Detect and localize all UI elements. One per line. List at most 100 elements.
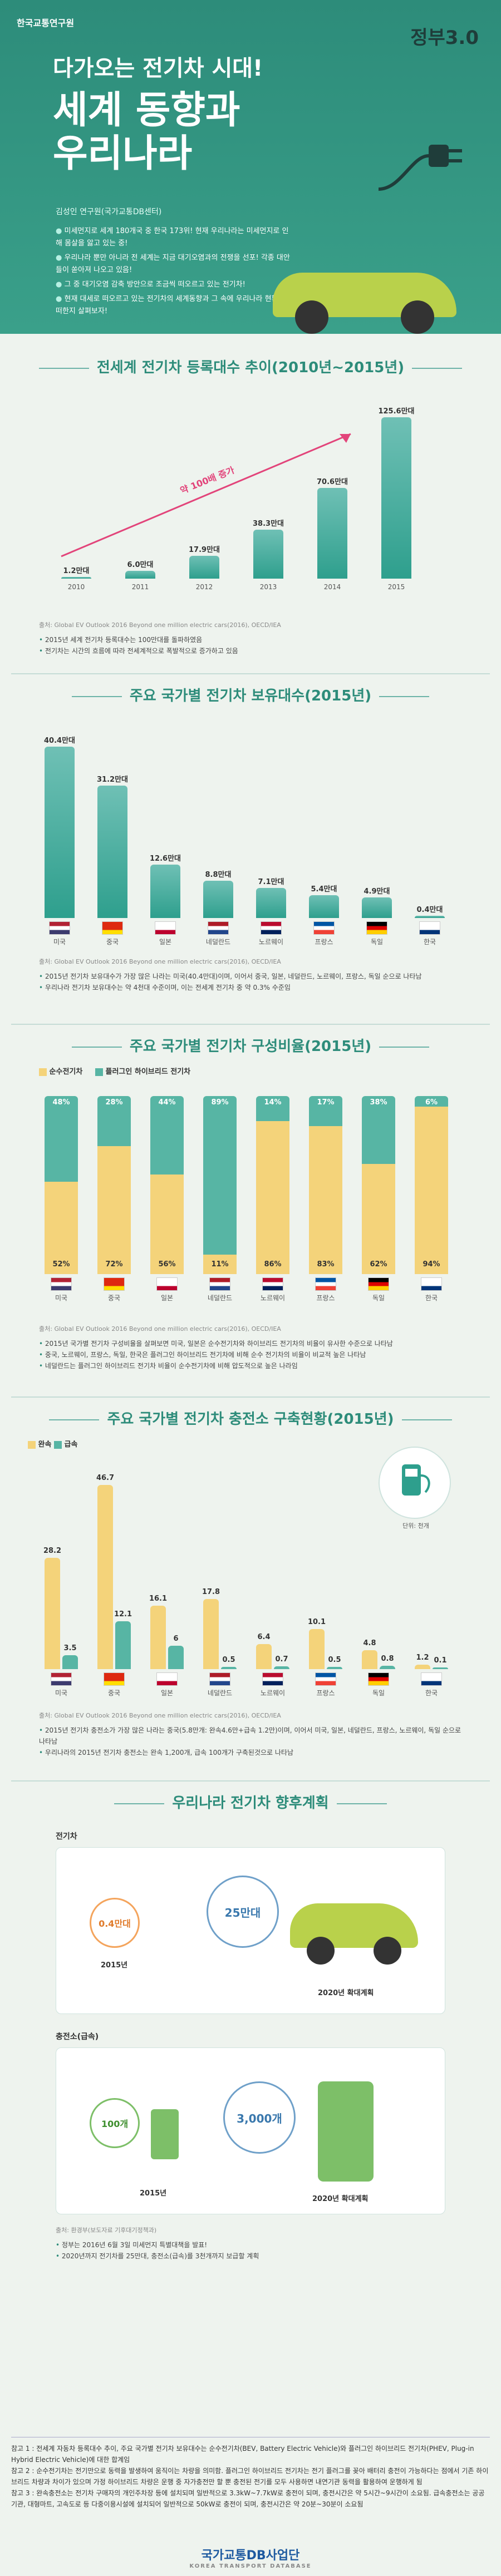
- bar-value-label: 40.4만대: [44, 737, 75, 746]
- ch-2015-value: 100개: [101, 2119, 129, 2129]
- flag-icon: [156, 1277, 178, 1291]
- x-tick-label: 노르웨이: [260, 1294, 286, 1302]
- brand-logo: 국가교통DB사업단 KOREA TRANSPORT DATABASE: [0, 2545, 501, 2569]
- note: 네덜란드는 플러그인 하이브리드 전기차 비율이 순수전기차에 비해 압도적으로…: [39, 1360, 462, 1371]
- bar-value-label: 0.5: [328, 1656, 341, 1665]
- bar-value-label: 70.6만대: [317, 478, 348, 487]
- flag-icon: [261, 921, 282, 935]
- ev-2020-year: 2020년 확대계획: [318, 1989, 374, 1997]
- bar: [256, 887, 286, 918]
- stacked-bar: 48% 52%: [45, 1096, 78, 1274]
- phev-segment: 44%: [150, 1096, 184, 1175]
- org-logo: 한국교통연구원: [17, 18, 75, 28]
- bar: [317, 488, 347, 579]
- ch-2015-year: 2015년: [140, 2189, 167, 2198]
- bar: [381, 417, 411, 579]
- bar: [362, 897, 392, 918]
- fast-charger-bar: [115, 1621, 131, 1669]
- gov-logo: 정부3.0: [410, 27, 479, 49]
- bar: [415, 916, 445, 918]
- notes: 2015년 국가별 전기차 구성비율을 살펴보면 미국, 일본은 순수전기차와 …: [39, 1338, 462, 1371]
- slow-charger-bar: [362, 1650, 377, 1669]
- charger-icon: [318, 2081, 374, 2182]
- author: 김성인 연구원(국가교통DB센터): [56, 208, 162, 216]
- x-tick-label: 네덜란드: [207, 1294, 233, 1302]
- divider: [11, 1396, 490, 1398]
- fast-charger-bar: [221, 1667, 237, 1669]
- flag-icon: [262, 1277, 283, 1291]
- x-tick-label: 2014: [323, 583, 341, 591]
- hero-bullet: 현재 대세로 떠오르고 있는 전기차의 세계동향과 그 속에 우리나라 현황은 …: [56, 293, 295, 318]
- ev-composition-chart: 48% 52% 미국 28% 72% 중국 44% 56% 일본 89% 11% 네덜란드 14% 86%…: [39, 1085, 462, 1319]
- note: 우리나라 전기차 보유대수는 약 4천대 수준이며, 이는 전세계 전기차 중 …: [39, 982, 462, 993]
- section-title: 주요 국가별 전기차 구성비율(2015년): [0, 1035, 501, 1055]
- x-tick-label: 한국: [425, 1689, 438, 1697]
- slow-charger-bar: [203, 1598, 219, 1669]
- x-tick-label: 독일: [372, 1689, 385, 1697]
- bar-value-label: 31.2만대: [97, 776, 128, 784]
- note: 2015년 세계 전기차 등록대수는 100만대를 돌파하였음: [39, 634, 462, 645]
- ev-plan-label: 전기차: [56, 1832, 77, 1841]
- bar: [309, 895, 339, 918]
- flag-icon: [155, 921, 176, 935]
- flag-icon: [209, 1672, 230, 1686]
- legend-swatch-fast: [53, 1440, 62, 1449]
- bar-value-label: 1.2: [416, 1653, 429, 1662]
- slow-charger-bar: [309, 1629, 325, 1669]
- bar-value-label: 38.3만대: [253, 519, 284, 528]
- note: 우리나라의 2015년 전기차 충전소는 완속 1,200개, 급속 100개가…: [39, 1747, 462, 1758]
- flag-icon: [313, 921, 335, 935]
- legend: 완속 급속: [28, 1438, 77, 1449]
- charger-icon: [151, 2109, 179, 2159]
- section-ev-trend: 전세계 전기차 등록대수 추이(2010년~2015년) 약 100배 증가 1…: [0, 356, 501, 668]
- bar-value-label: 6: [173, 1634, 179, 1643]
- legend-phev: 플러그인 하이브리드 전기차: [105, 1068, 191, 1076]
- note: 2020년까지 전기차를 25만대, 충전소(급속)를 3천개까지 보급할 계획: [56, 2251, 445, 2262]
- notes: 정부는 2016년 6월 3일 미세먼지 특별대책을 발표! 2020년까지 전…: [56, 2239, 445, 2262]
- ch-2020-value: 3,000개: [237, 2111, 282, 2125]
- x-tick-label: 독일: [370, 938, 384, 946]
- bar-value-label: 17.9만대: [189, 545, 220, 554]
- stacked-bar: 89% 11%: [203, 1096, 237, 1274]
- phev-segment: 6%: [415, 1096, 448, 1107]
- flag-icon: [104, 1672, 125, 1686]
- x-tick-label: 미국: [55, 1689, 68, 1697]
- bar-value-label: 8.8만대: [205, 870, 232, 879]
- section-title: 주요 국가별 전기차 충전소 구축현황(2015년): [0, 1408, 501, 1428]
- x-tick-label: 중국: [107, 1689, 121, 1697]
- flag-icon: [208, 921, 229, 935]
- ch-2015-circle: 100개: [90, 2098, 140, 2148]
- ev-2020-circle: 25만대: [207, 1876, 279, 1948]
- x-tick-label: 중국: [106, 938, 119, 946]
- bar-value-label: 7.1만대: [258, 877, 284, 886]
- hero-banner: 한국교통연구원 정부3.0 다가오는 전기차 시대! 세계 동향과 우리나라 김…: [0, 0, 501, 334]
- car-illustration: [290, 1892, 424, 1970]
- legend: 순수전기차 플러그인 하이브리드 전기차: [39, 1065, 190, 1076]
- footer-notes: 참고 1 : 전세계 자동차 등록대수 추이, 주요 국가별 전기차 보유대수는…: [11, 2437, 490, 2510]
- phev-segment: 14%: [256, 1096, 289, 1121]
- note: 2015년 전기차 충전소가 가장 많은 나라는 중국(5.8만개: 완속4.6…: [39, 1725, 462, 1747]
- bar-value-label: 16.1: [149, 1594, 168, 1603]
- bev-segment: 52%: [45, 1181, 78, 1274]
- note: 정부는 2016년 6월 3일 미세먼지 특별대책을 발표!: [56, 2239, 445, 2251]
- bar-value-label: 0.4만대: [416, 906, 443, 914]
- hero-bullets: 미세먼지로 세계 180개국 중 한국 173위! 현재 우리나라는 미세먼지로…: [56, 225, 295, 320]
- x-tick-label: 일본: [160, 1689, 174, 1697]
- footer-note: 참고 1 : 전세계 자동차 등록대수 추이, 주요 국가별 전기차 보유대수는…: [11, 2445, 474, 2464]
- legend-slow: 완속: [38, 1440, 52, 1449]
- x-tick-label: 중국: [107, 1294, 121, 1302]
- slow-charger-bar: [97, 1485, 113, 1669]
- x-tick-label: 프랑스: [315, 938, 333, 946]
- source-note: 출처: Global EV Outlook 2016 Beyond one mi…: [39, 621, 281, 629]
- legend-swatch-bev: [39, 1068, 47, 1076]
- section-ev-composition: 주요 국가별 전기차 구성비율(2015년) 순수전기차 플러그인 하이브리드 …: [0, 1035, 501, 1391]
- stacked-bar: 14% 86%: [256, 1096, 289, 1274]
- trend-arrow: [61, 433, 351, 557]
- car-illustration: [273, 261, 479, 334]
- footer-note: 참고 3 : 완속충전소는 전기차 구매자의 개인주차장 등에 설치되며 일반적…: [11, 2489, 485, 2508]
- section-future-plan: 우리나라 전기차 향후계획 전기차 0.4만대 2015년 25만대 2020년…: [0, 1792, 501, 2426]
- x-tick-label: 일본: [159, 938, 172, 946]
- ev-2020-value: 25만대: [224, 1906, 261, 1919]
- source-note: 출처: Global EV Outlook 2016 Beyond one mi…: [39, 1712, 281, 1719]
- x-tick-label: 네덜란드: [205, 938, 231, 946]
